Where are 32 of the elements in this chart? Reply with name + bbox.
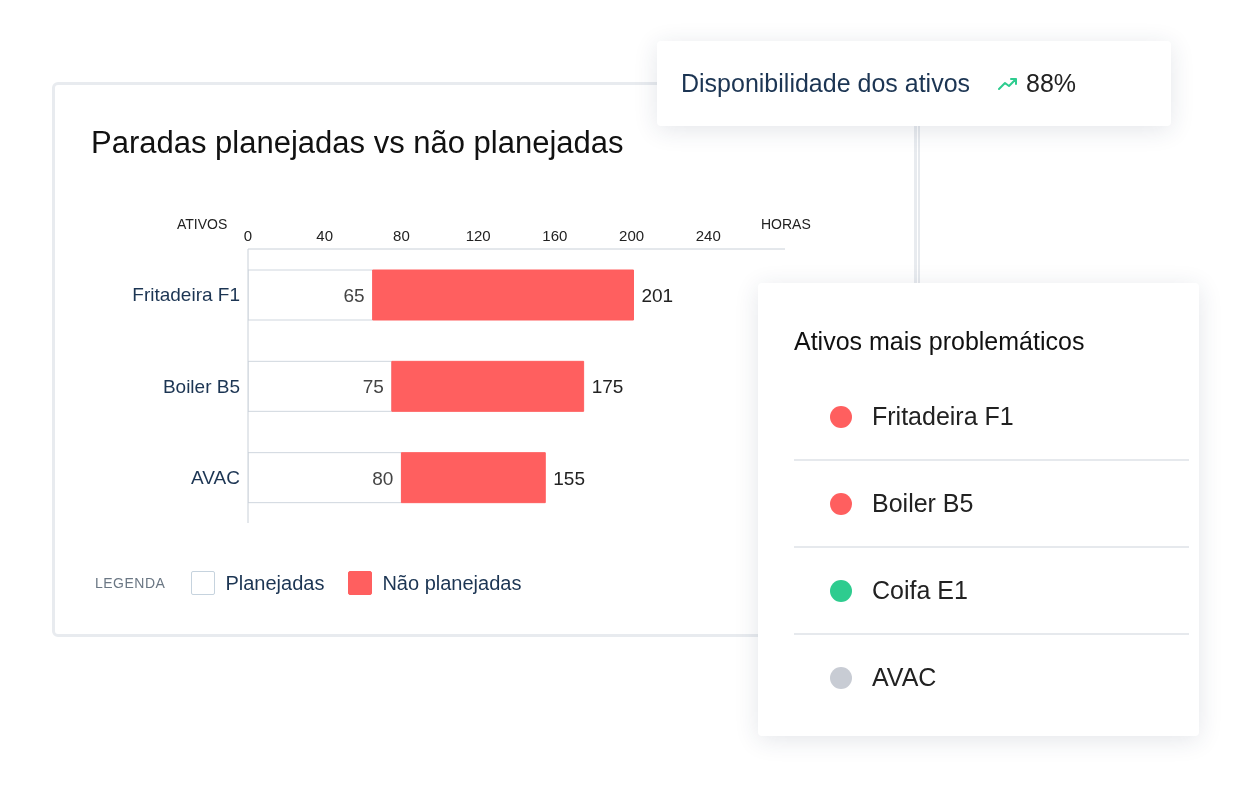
x-tick-label: 160 [542,227,568,244]
bar [391,360,585,412]
total-label: 175 [591,376,624,398]
total-label: 201 [641,285,674,306]
text: 88% [1026,69,1077,98]
x-tick-label: 80 [393,227,410,244]
x-tick-label: 240 [695,227,721,244]
legend-title: LEGENDA [95,575,166,591]
x-tick-label: 120 [465,227,491,244]
y-tick-label: Boiler B5 [162,375,240,397]
legend-label: Não planejadas [382,571,522,595]
legend-label: Planejadas [225,571,325,595]
category-label: Boiler B5 [872,489,974,518]
data-label: 65 [343,285,365,306]
category-label: Coifa E1 [872,576,968,605]
category-label: Fritadeira F1 [872,402,1014,431]
text: Disponibilidade dos ativos [681,69,971,98]
bar [372,269,634,321]
category-label: AVAC [872,663,937,692]
total-label: 155 [553,467,585,489]
data-label: 80 [372,467,394,489]
x-axis-title: HORAS [761,216,811,232]
data-label: 75 [362,376,384,398]
y-axis-title: ATIVOS [177,216,228,232]
y-tick-label: AVAC [191,467,240,489]
x-tick-label: 40 [316,227,334,244]
bar [400,452,546,504]
text: Ativos mais problemáticos [794,327,1086,356]
x-tick-label: 200 [619,227,645,244]
x-tick-label: 0 [243,227,253,244]
chart-title: Paradas planejadas vs não planejadas [91,125,624,161]
y-tick-label: Fritadeira F1 [132,284,240,306]
